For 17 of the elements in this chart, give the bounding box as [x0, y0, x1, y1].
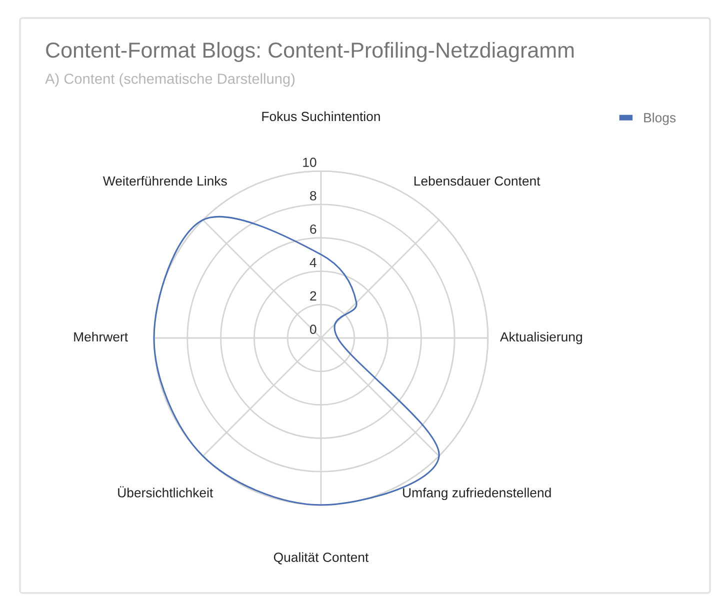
y-tick-label: 8 — [310, 191, 316, 200]
y-tick-label: 10 — [303, 158, 316, 168]
spoke-label: Übersichtlichkeit — [118, 486, 214, 498]
chart-title: Content-Format Blogs: Content-Profiling-Netzdiagramm — [46, 42, 574, 62]
spoke-label: Aktualisierung — [500, 332, 582, 344]
y-tick-label: 4 — [310, 258, 316, 268]
spoke-label: Fokus Suchintention — [262, 111, 380, 122]
y-tick-label: 6 — [310, 224, 316, 234]
spoke-label: Qualität Content — [274, 552, 369, 564]
legend-label: Blogs — [644, 112, 676, 125]
y-tick-label: 0 — [310, 324, 316, 334]
spoke-label: Umfang zufriedenstellend — [403, 488, 551, 500]
chart-subtitle: A) Content (schematische Darstellung) — [45, 73, 295, 87]
spoke-label: Lebensdauer Content — [414, 176, 540, 186]
spoke-label: Mehrwert — [74, 332, 128, 342]
spoke-label: Weiterführende Links — [102, 176, 227, 186]
y-tick-label: 2 — [310, 291, 316, 300]
